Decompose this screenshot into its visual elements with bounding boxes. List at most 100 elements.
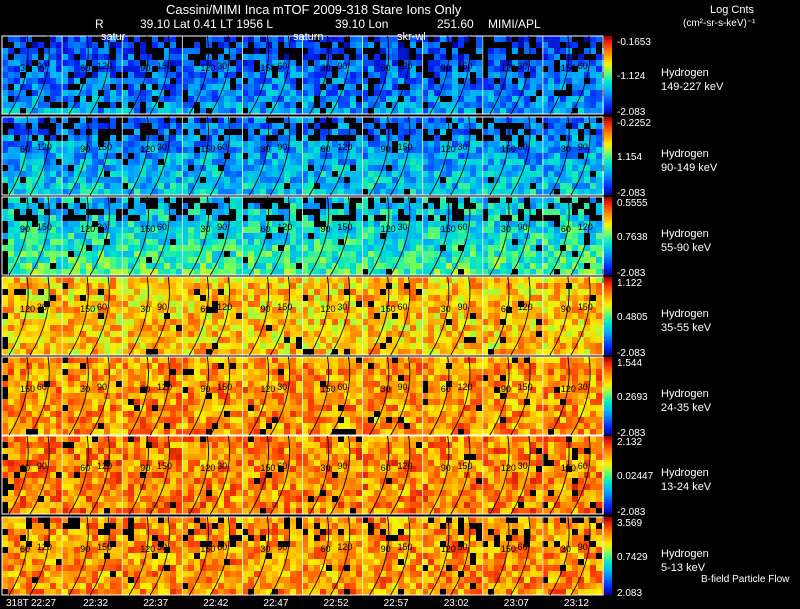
heatmap-cell bbox=[170, 215, 176, 221]
heatmap-cell bbox=[518, 289, 524, 295]
heatmap-cell bbox=[590, 54, 596, 60]
heatmap-cell bbox=[272, 66, 278, 72]
heatmap-cell bbox=[488, 269, 494, 275]
heatmap-cell bbox=[20, 263, 26, 269]
heatmap-cell bbox=[350, 215, 356, 221]
heatmap-cell bbox=[134, 90, 140, 96]
heatmap-cell bbox=[506, 319, 512, 325]
heatmap-cell bbox=[104, 54, 110, 60]
heatmap-cell bbox=[32, 289, 38, 295]
heatmap-cell bbox=[218, 189, 224, 195]
heatmap-cell bbox=[44, 171, 50, 177]
heatmap-cell bbox=[500, 227, 506, 233]
heatmap-cell bbox=[56, 90, 62, 96]
heatmap-cell bbox=[128, 72, 134, 78]
heatmap-cell bbox=[62, 239, 68, 245]
heatmap-cell bbox=[542, 165, 548, 171]
heatmap-cell bbox=[518, 36, 524, 42]
heatmap-cell bbox=[92, 301, 98, 307]
heatmap-cell bbox=[386, 245, 392, 251]
heatmap-cell bbox=[206, 72, 212, 78]
heatmap-cell bbox=[308, 90, 314, 96]
heatmap-cell bbox=[86, 171, 92, 177]
heatmap-cell bbox=[74, 183, 80, 189]
heatmap-cell bbox=[32, 147, 38, 153]
heatmap-cell bbox=[500, 48, 506, 54]
heatmap-cell bbox=[182, 153, 188, 159]
heatmap-cell bbox=[548, 135, 554, 141]
heatmap-cell bbox=[62, 42, 68, 48]
heatmap-cell bbox=[242, 129, 248, 135]
heatmap-cell bbox=[380, 269, 386, 275]
heatmap-cell bbox=[368, 153, 374, 159]
heatmap-cell bbox=[44, 277, 50, 283]
heatmap-cell bbox=[494, 227, 500, 233]
heatmap-cell bbox=[494, 307, 500, 313]
heatmap-cell bbox=[194, 54, 200, 60]
heatmap-cell bbox=[314, 141, 320, 147]
heatmap-cell bbox=[506, 263, 512, 269]
heatmap-cell bbox=[356, 135, 362, 141]
heatmap-cell bbox=[314, 60, 320, 66]
heatmap-cell bbox=[530, 159, 536, 165]
heatmap-cell bbox=[62, 123, 68, 129]
heatmap-cell bbox=[62, 251, 68, 257]
heatmap-cell bbox=[62, 147, 68, 153]
heatmap-cell bbox=[500, 117, 506, 123]
heatmap-cell bbox=[188, 177, 194, 183]
heatmap-cell bbox=[224, 337, 230, 343]
heatmap-cell bbox=[140, 153, 146, 159]
heatmap-cell bbox=[278, 147, 284, 153]
heatmap-cell bbox=[422, 251, 428, 257]
heatmap-cell bbox=[500, 221, 506, 227]
heatmap-cell bbox=[530, 108, 536, 114]
heatmap-cell bbox=[188, 319, 194, 325]
heatmap-cell bbox=[320, 313, 326, 319]
heatmap-cell bbox=[50, 283, 56, 289]
heatmap-cell bbox=[122, 283, 128, 289]
heatmap-cell bbox=[590, 153, 596, 159]
heatmap-cell bbox=[290, 283, 296, 289]
heatmap-cell bbox=[50, 313, 56, 319]
heatmap-cell bbox=[560, 117, 566, 123]
heatmap-cell bbox=[536, 72, 542, 78]
heatmap-cell bbox=[254, 215, 260, 221]
heatmap-cell bbox=[50, 269, 56, 275]
heatmap-cell bbox=[140, 215, 146, 221]
heatmap-cell bbox=[128, 283, 134, 289]
heatmap-cell bbox=[410, 307, 416, 313]
heatmap-cell bbox=[278, 245, 284, 251]
heatmap-cell bbox=[488, 123, 494, 129]
heatmap-cell bbox=[38, 301, 44, 307]
heatmap-cell bbox=[224, 209, 230, 215]
heatmap-cell bbox=[188, 102, 194, 108]
heatmap-cell bbox=[248, 159, 254, 165]
heatmap-cell bbox=[530, 96, 536, 102]
heatmap-cell bbox=[140, 289, 146, 295]
heatmap-cell bbox=[266, 84, 272, 90]
heatmap-cell bbox=[32, 66, 38, 72]
heatmap-cell bbox=[536, 84, 542, 90]
heatmap-cell bbox=[344, 295, 350, 301]
heatmap-cell bbox=[128, 129, 134, 135]
heatmap-cell bbox=[176, 307, 182, 313]
heatmap-cell bbox=[302, 197, 308, 203]
heatmap-cell bbox=[494, 54, 500, 60]
heatmap-cell bbox=[290, 251, 296, 257]
heatmap-cell bbox=[218, 36, 224, 42]
heatmap-cell bbox=[152, 251, 158, 257]
heatmap-cell bbox=[248, 307, 254, 313]
heatmap-cell bbox=[200, 72, 206, 78]
heatmap-cell bbox=[38, 72, 44, 78]
heatmap-cell bbox=[236, 269, 242, 275]
heatmap-cell bbox=[314, 177, 320, 183]
heatmap-cell bbox=[590, 307, 596, 313]
info-organization: MIMI/APL bbox=[488, 17, 541, 31]
heatmap-cell bbox=[416, 233, 422, 239]
heatmap-cell bbox=[44, 197, 50, 203]
heatmap-cell bbox=[476, 331, 482, 337]
heatmap-cell bbox=[32, 233, 38, 239]
heatmap-cell bbox=[416, 108, 422, 114]
heatmap-cell bbox=[266, 307, 272, 313]
heatmap-cell bbox=[92, 90, 98, 96]
